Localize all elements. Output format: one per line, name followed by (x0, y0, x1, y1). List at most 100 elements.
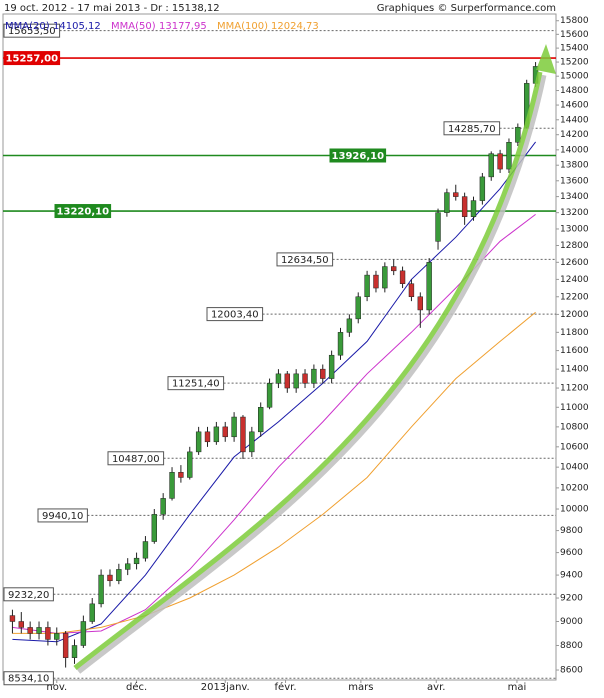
level-box (3, 51, 61, 66)
x-tick-label: mars (348, 682, 373, 693)
candle-body (98, 574, 104, 605)
y-tick-label: 12400 (560, 275, 589, 285)
y-tick-label: 10000 (560, 505, 589, 515)
candle-body (417, 296, 423, 311)
y-tick-label: 11200 (560, 384, 589, 394)
candle-body (479, 176, 486, 201)
y-tick-label: 13800 (560, 161, 589, 171)
y-tick-label: 10400 (560, 463, 589, 473)
x-tick-label: déc. (126, 681, 147, 693)
candle-body (497, 153, 503, 170)
level-box (3, 587, 54, 602)
y-tick-label: 9000 (560, 617, 583, 627)
y-tick-label: 9800 (560, 526, 583, 536)
y-tick-label: 10200 (560, 483, 589, 493)
level-label: 8534,10 (8, 674, 49, 685)
level-label: 15257,00 (6, 54, 59, 65)
source: Graphiques © Surperformance.com (377, 3, 556, 14)
y-tick-label: 13000 (560, 224, 589, 234)
candle-body (231, 416, 237, 438)
y-tick-label: 11400 (560, 365, 589, 375)
candle-body (80, 621, 87, 646)
candle-body (36, 627, 42, 634)
y-tick-label: 13200 (560, 208, 589, 218)
y-tick-label: 10800 (560, 422, 589, 432)
candle-body (302, 373, 308, 384)
candle-body (515, 126, 521, 143)
candle-body (169, 472, 175, 499)
ma-line (12, 141, 536, 643)
y-tick-label: 14000 (560, 145, 589, 155)
candle-body (293, 373, 299, 389)
level-box (3, 23, 61, 38)
y-tick-label: 11600 (560, 346, 589, 356)
candle-body (62, 633, 69, 658)
level-box (443, 121, 501, 136)
candle-body (435, 212, 441, 242)
legend-name: MMA(20) (5, 21, 50, 32)
candle-body (320, 368, 326, 379)
y-tick-label: 10600 (560, 442, 589, 452)
candle-body (9, 615, 16, 622)
level-label: 13926,10 (332, 151, 385, 162)
x-tick-label: févr. (275, 681, 297, 693)
candle-body (258, 407, 264, 433)
candle-body (373, 274, 379, 289)
level-box (167, 376, 225, 391)
y-tick-label: 12800 (560, 241, 589, 251)
y-tick-label: 11000 (560, 403, 589, 413)
candle-body (506, 142, 512, 170)
candle-body (284, 373, 290, 389)
level-box (3, 671, 54, 686)
y-tick-label: 9200 (560, 594, 583, 604)
ma-line (12, 214, 536, 634)
candle-body (337, 332, 344, 356)
candle-body (488, 153, 494, 178)
candle-body (240, 416, 246, 453)
candle-body (125, 563, 131, 570)
trend-arrow (73, 44, 556, 674)
chart-title: 19 oct. 2012 - 17 mai 2013 - Dr : 15138,… (4, 3, 220, 14)
y-tick-label: 12200 (560, 292, 589, 302)
candle-body (399, 270, 406, 284)
legend-value: 13177,95 (159, 21, 207, 32)
candle-body (408, 283, 415, 298)
x-tick-label: nov. (46, 682, 67, 693)
y-tick-label: 14400 (560, 115, 589, 125)
level-box (329, 148, 387, 163)
candle-body (45, 627, 51, 640)
candle-body (391, 266, 397, 272)
candle-body (266, 383, 273, 408)
level-label: 14285,70 (448, 124, 496, 135)
legend-value: 12024,73 (271, 21, 319, 32)
candle-body (116, 569, 122, 582)
candle-body (249, 431, 255, 453)
candle-body (18, 621, 24, 628)
y-tick-label: 15000 (560, 72, 589, 82)
candle-body (453, 192, 459, 197)
y-tick-label: 15600 (560, 30, 589, 40)
level-label: 13220,10 (57, 207, 110, 218)
level-label: 10487,00 (112, 454, 160, 465)
level-label: 9232,20 (8, 590, 49, 601)
y-tick-label: 12600 (560, 258, 589, 268)
candle-body (470, 200, 477, 217)
y-tick-label: 14200 (560, 130, 589, 140)
y-tick-label: 15800 (560, 16, 589, 26)
y-tick-label: 12000 (560, 310, 589, 320)
candle-body (444, 192, 450, 213)
candle-body (204, 431, 211, 443)
arrow-body (73, 71, 543, 670)
arrow-shadow (75, 74, 547, 674)
y-tick-label: 9400 (560, 571, 583, 581)
level-label: 12634,50 (281, 255, 329, 266)
candle-body (142, 541, 149, 559)
level-label: 11251,40 (172, 379, 220, 390)
candle-body (107, 574, 113, 582)
candle-body (213, 426, 220, 443)
candle-body (133, 557, 140, 565)
candle-body (364, 274, 370, 298)
candle-body (355, 296, 361, 320)
level-label: 15653,50 (8, 26, 56, 37)
